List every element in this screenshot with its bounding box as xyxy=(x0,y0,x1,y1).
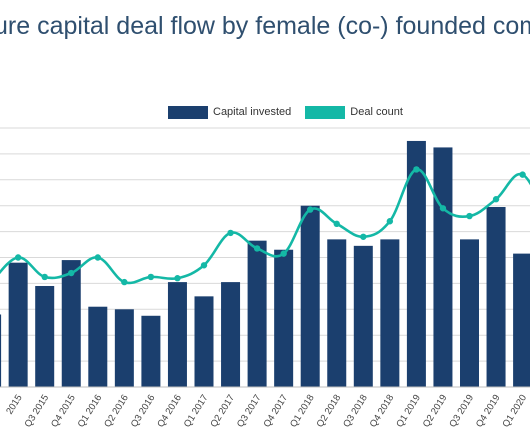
chart-title: ure capital deal flow by female (co-) fo… xyxy=(0,0,530,48)
deal-count-point[interactable] xyxy=(360,233,367,240)
x-tick-label: Q1 2016 xyxy=(76,393,105,430)
deal-count-point[interactable] xyxy=(41,273,48,281)
x-tick-label: Q3 2015 xyxy=(23,393,52,430)
bar[interactable] xyxy=(247,240,267,387)
bar[interactable] xyxy=(513,253,530,387)
x-tick-label: Q1 2019 xyxy=(394,393,423,430)
bar[interactable] xyxy=(433,147,453,387)
bar[interactable] xyxy=(114,309,134,387)
bar[interactable] xyxy=(88,306,108,387)
legend-item-deals[interactable]: Deal count xyxy=(305,105,403,119)
deal-count-point[interactable] xyxy=(413,166,420,173)
legend-swatch-deals xyxy=(305,105,346,119)
x-tick-label: Q3 2018 xyxy=(341,393,370,430)
deal-count-point[interactable] xyxy=(466,212,473,220)
deal-count-point[interactable] xyxy=(307,206,314,213)
deal-count-point[interactable] xyxy=(519,171,526,178)
bar[interactable] xyxy=(141,315,161,387)
x-tick-label: Q4 2019 xyxy=(474,393,503,430)
bar[interactable] xyxy=(221,282,241,387)
x-tick-label: Q4 2017 xyxy=(262,393,291,430)
x-tick-label: Q2 2019 xyxy=(421,393,450,430)
x-tick-label: Q1 2018 xyxy=(288,393,317,430)
bar[interactable] xyxy=(167,282,187,387)
bar[interactable] xyxy=(406,140,426,387)
x-tick-label: Q2 2016 xyxy=(102,393,131,430)
bar[interactable] xyxy=(35,285,55,387)
bar[interactable] xyxy=(300,205,320,387)
legend-label-capital: Capital invested xyxy=(213,106,292,118)
bar[interactable] xyxy=(460,239,479,387)
bar[interactable] xyxy=(8,262,28,387)
x-tick-label: Q3 2017 xyxy=(235,393,264,430)
x-tick-label: Q1 2017 xyxy=(182,393,211,430)
x-tick-label: Q2 2018 xyxy=(315,393,344,430)
x-tick-label: Q1 2020 xyxy=(500,393,529,430)
x-tick-label: Q3 2016 xyxy=(129,393,158,430)
deal-count-point[interactable] xyxy=(14,254,22,261)
deal-count-point[interactable] xyxy=(253,245,261,252)
bar[interactable] xyxy=(486,206,506,387)
chart-title-text: ure capital deal flow by female (co-) fo… xyxy=(0,12,530,40)
deal-count-point[interactable] xyxy=(68,269,75,277)
bar[interactable] xyxy=(274,249,294,387)
x-tick-label: Q3 2019 xyxy=(447,393,476,430)
deal-count-point[interactable] xyxy=(439,205,447,212)
deal-count-point[interactable] xyxy=(280,250,287,257)
x-tick-label: Q4 2015 xyxy=(49,393,78,430)
deal-count-line xyxy=(0,168,530,285)
deal-count-point[interactable] xyxy=(333,220,340,228)
x-tick-label: Q2 2017 xyxy=(208,393,237,430)
deal-count-point[interactable] xyxy=(227,229,234,237)
deal-count-point[interactable] xyxy=(121,278,128,286)
deal-count-point[interactable] xyxy=(174,275,181,282)
legend-swatch-capital xyxy=(168,105,208,119)
bar[interactable] xyxy=(194,296,214,387)
legend-label-deals: Deal count xyxy=(350,106,403,118)
x-tick-label: 2015 xyxy=(4,393,25,417)
x-tick-label: Q4 2018 xyxy=(368,393,397,430)
bar[interactable] xyxy=(0,314,2,387)
deal-count-point[interactable] xyxy=(386,218,394,225)
deal-count-point[interactable] xyxy=(94,254,102,261)
bar[interactable] xyxy=(61,260,81,387)
deal-count-point[interactable] xyxy=(200,262,208,269)
legend-item-capital[interactable]: Capital invested xyxy=(168,105,292,119)
bar[interactable] xyxy=(380,239,400,387)
deal-count-point[interactable] xyxy=(147,273,155,281)
x-tick-label: Q4 2016 xyxy=(155,393,184,430)
bar[interactable] xyxy=(327,239,347,387)
deal-count-point[interactable] xyxy=(492,196,500,203)
bar[interactable] xyxy=(353,245,373,387)
legend: Capital invested Deal count xyxy=(168,103,417,121)
